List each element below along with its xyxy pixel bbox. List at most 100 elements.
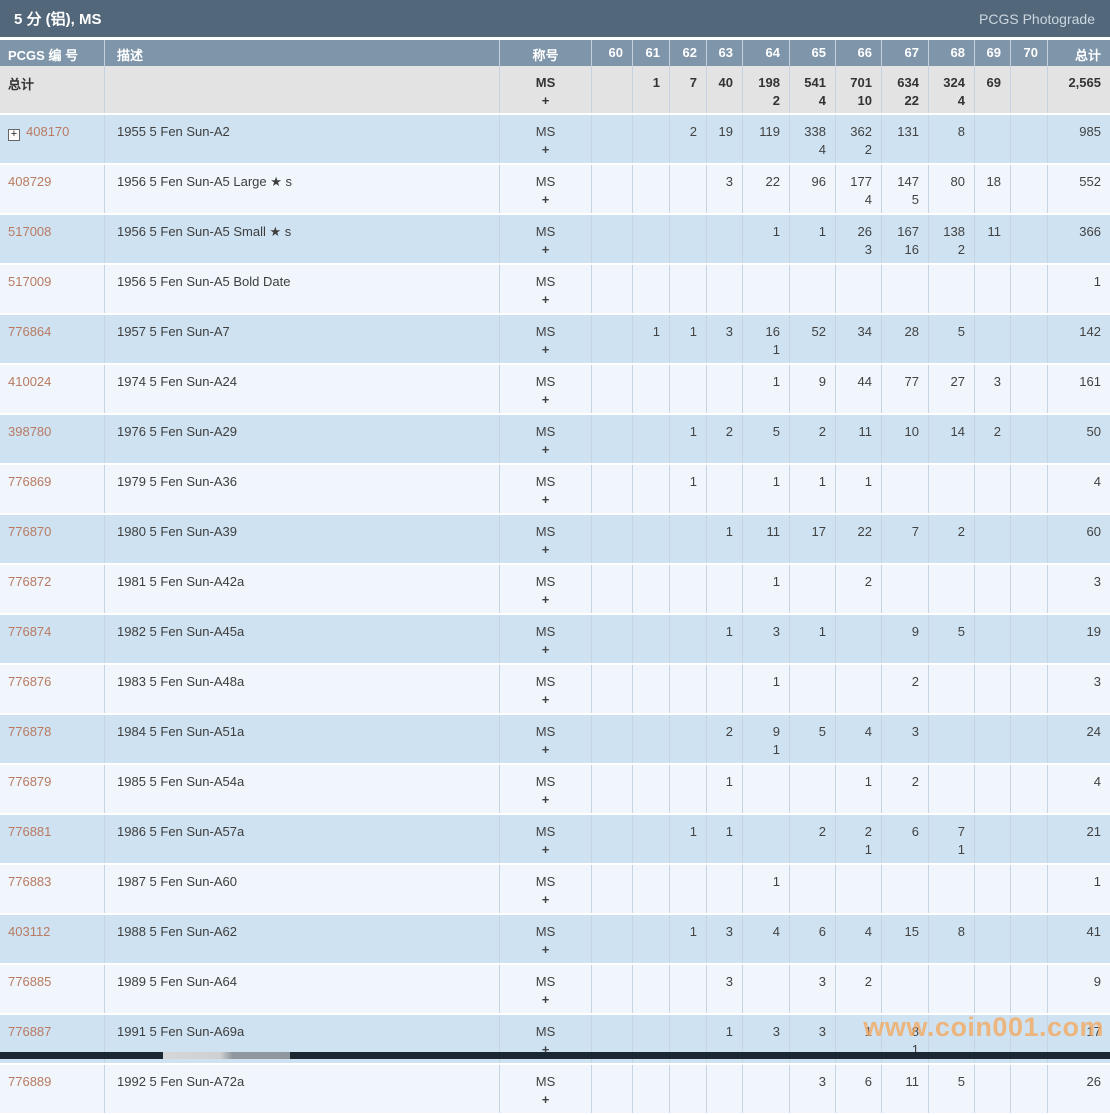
grade-cell-61: [633, 665, 670, 713]
table-row: 398780 1976 5 Fen Sun-A29 MS +1 2 5 2 11 10 14 2 50: [0, 415, 1110, 465]
pcgs-number-link[interactable]: 517009: [8, 274, 52, 289]
totals-grade-66: 701 10: [836, 66, 882, 113]
grade-cell-67: [882, 265, 929, 313]
pcgs-number-link[interactable]: 517008: [8, 224, 52, 239]
designation-cell: MS +: [500, 115, 592, 163]
pcgs-number-link[interactable]: 776876: [8, 674, 52, 689]
coin-description: 1987 5 Fen Sun-A60: [117, 874, 237, 889]
pcgs-number-link[interactable]: 408729: [8, 174, 52, 189]
pcgs-number-link[interactable]: 403112: [8, 924, 51, 939]
pcgs-number-link[interactable]: 776878: [8, 724, 52, 739]
horizontal-scrollbar[interactable]: [0, 1052, 1110, 1059]
grade-cell-66: 1: [836, 1015, 882, 1063]
pcgs-number-link[interactable]: 776879: [8, 774, 52, 789]
pcgs-number-cell: 776879: [0, 765, 105, 813]
grade-cell-61: [633, 765, 670, 813]
grade-cell-66: 34: [836, 315, 882, 363]
description-cell: 1992 5 Fen Sun-A72a: [105, 1065, 500, 1113]
pcgs-number-link[interactable]: 398780: [8, 424, 52, 439]
grade-cell-63: [707, 365, 743, 413]
column-header-grade-63: 63: [707, 40, 743, 66]
grade-cell-69: [975, 115, 1011, 163]
grade-cell-66: 6: [836, 1065, 882, 1113]
coin-description: 1989 5 Fen Sun-A64: [117, 974, 237, 989]
column-header-grade-64: 64: [743, 40, 790, 66]
pcgs-number-link[interactable]: 776864: [8, 324, 52, 339]
pcgs-number-cell: 776874: [0, 615, 105, 663]
grade-cell-69: 2: [975, 415, 1011, 463]
grade-cell-62: [670, 765, 707, 813]
grade-cell-70: [1011, 465, 1048, 513]
grade-cell-62: [670, 715, 707, 763]
grade-cell-68: 8: [929, 915, 975, 963]
grade-cell-61: [633, 415, 670, 463]
total-cell: 985: [1079, 124, 1101, 139]
grade-cell-68: 14: [929, 415, 975, 463]
description-cell: 1981 5 Fen Sun-A42a: [105, 565, 500, 613]
pcgs-number-link[interactable]: 776885: [8, 974, 52, 989]
column-header-pcgs-number: PCGS 编 号: [0, 40, 105, 66]
grade-cell-61: [633, 265, 670, 313]
grade-cell-65: 9: [790, 365, 836, 413]
grade-cell-69: [975, 815, 1011, 863]
grade-cell-70: [1011, 365, 1048, 413]
grade-cell-68: [929, 265, 975, 313]
grade-cell-64: [743, 815, 790, 863]
grade-cell-67: 131: [882, 115, 929, 163]
column-header-grade-69: 69: [975, 40, 1011, 66]
pcgs-number-cell: 776881: [0, 815, 105, 863]
pcgs-number-link[interactable]: 408170: [26, 124, 70, 139]
grade-cell-64: 3: [743, 1015, 790, 1063]
grade-cell-61: [633, 165, 670, 213]
pcgs-number-link[interactable]: 776870: [8, 524, 52, 539]
pcgs-number-link[interactable]: 776881: [8, 824, 52, 839]
grade-cell-70: [1011, 565, 1048, 613]
column-header-grade-70: 70: [1011, 40, 1048, 66]
grade-cell-64: [743, 765, 790, 813]
grade-cell-63: [707, 1065, 743, 1113]
grade-cell-69: [975, 715, 1011, 763]
grade-cell-66: 11: [836, 415, 882, 463]
pcgs-number-cell: 776869: [0, 465, 105, 513]
pcgs-number-link[interactable]: 776874: [8, 624, 52, 639]
grade-cell-64: 1: [743, 865, 790, 913]
pcgs-number-link[interactable]: 776883: [8, 874, 52, 889]
designation-cell: MS +: [500, 915, 592, 963]
grade-cell-70: [1011, 1065, 1048, 1113]
grade-cell-63: [707, 865, 743, 913]
grade-cell-61: [633, 565, 670, 613]
grade-cell-60: [592, 265, 633, 313]
grade-cell-69: [975, 565, 1011, 613]
coin-description: 1956 5 Fen Sun-A5 Bold Date: [117, 274, 291, 289]
pcgs-number-cell: 403112: [0, 915, 105, 963]
grade-cell-65: 6: [790, 915, 836, 963]
totals-grade-62: 7: [670, 66, 707, 113]
designation-cell: MS +: [500, 315, 592, 363]
pcgs-number-link[interactable]: 776872: [8, 574, 52, 589]
photograde-link[interactable]: PCGS Photograde: [979, 10, 1095, 27]
grade-cell-64: 16 1: [743, 315, 790, 363]
total-cell: 552: [1079, 174, 1101, 189]
page-title: 5 分 (铝), MS: [14, 11, 102, 28]
grade-cell-70: [1011, 265, 1048, 313]
grade-cell-62: [670, 615, 707, 663]
grade-cell-60: [592, 215, 633, 263]
pcgs-number-link[interactable]: 410024: [8, 374, 52, 389]
grade-cell-61: [633, 965, 670, 1013]
grade-cell-69: 11: [975, 215, 1011, 263]
expand-icon[interactable]: +: [8, 129, 20, 141]
grade-cell-65: [790, 865, 836, 913]
table-header-row: PCGS 编 号描述 称号 60 61 62 63 64 65 66 67 68 69 70 总计: [0, 40, 1110, 66]
grade-cell-69: [975, 615, 1011, 663]
totals-grade-69: 69: [975, 66, 1011, 113]
pcgs-number-link[interactable]: 776889: [8, 1074, 52, 1089]
pcgs-number-link[interactable]: 776869: [8, 474, 52, 489]
table-row: 776883 1987 5 Fen Sun-A60 MS + 1 1: [0, 865, 1110, 915]
pcgs-number-link[interactable]: 776887: [8, 1024, 52, 1039]
grade-cell-60: [592, 965, 633, 1013]
grade-cell-69: [975, 765, 1011, 813]
grade-cell-69: [975, 1015, 1011, 1063]
grade-cell-70: [1011, 765, 1048, 813]
scrollbar-thumb[interactable]: [163, 1052, 290, 1059]
